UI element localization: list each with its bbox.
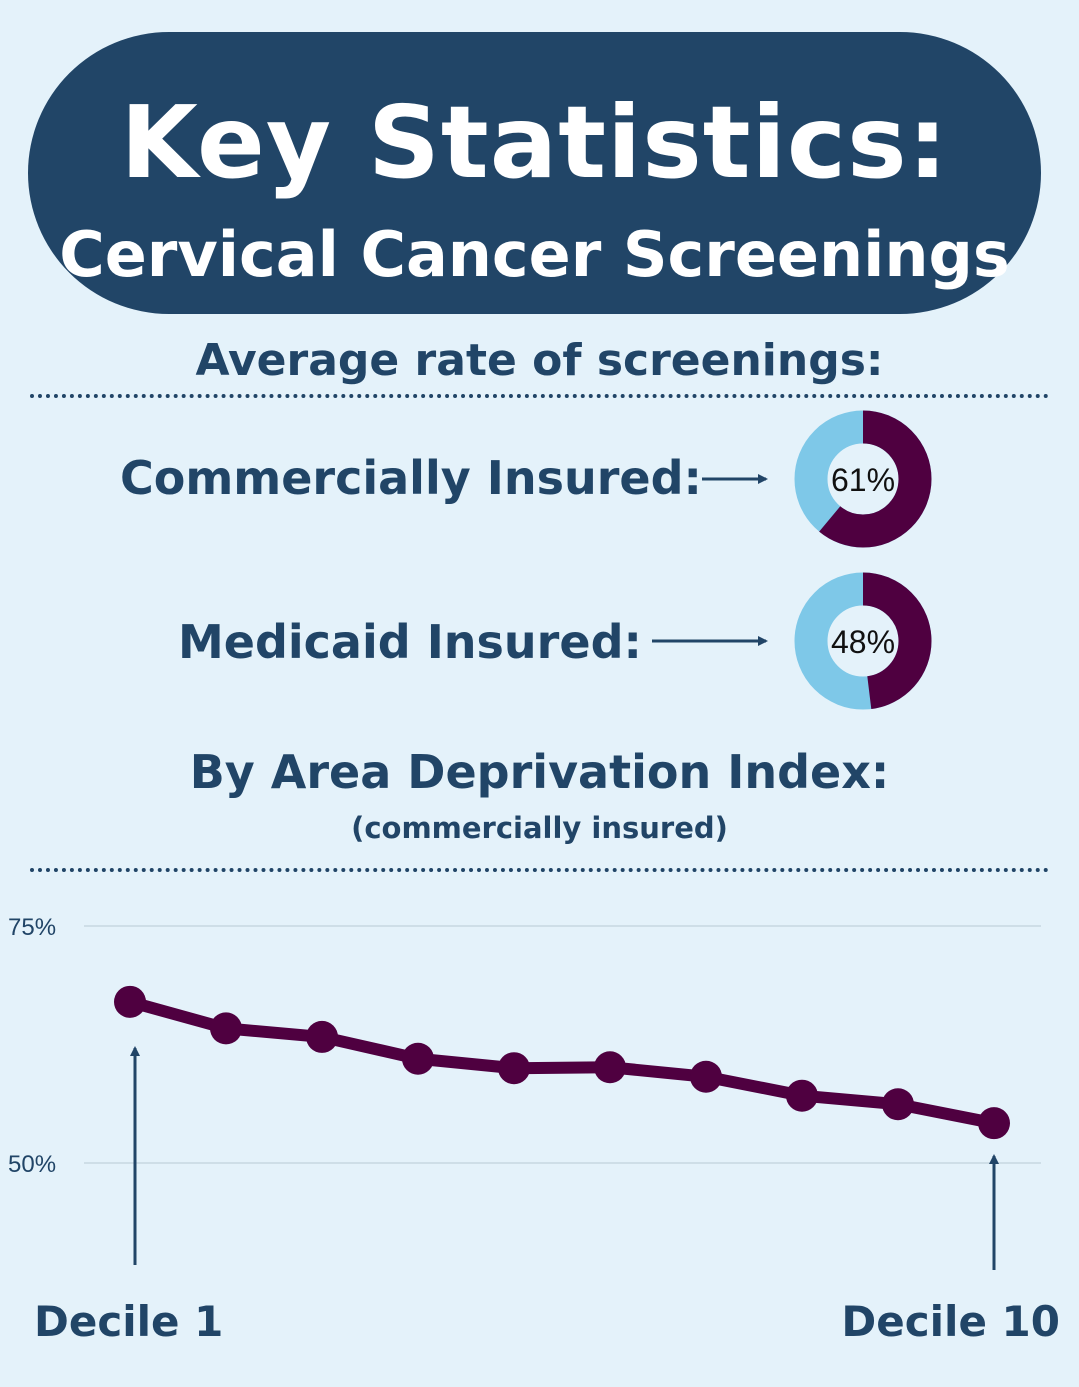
page-title: Key Statistics:: [120, 84, 949, 201]
page-subtitle: Cervical Cancer Screenings: [59, 218, 1010, 291]
data-point: [786, 1079, 818, 1112]
dotted-divider: [30, 394, 1049, 398]
adi-subheading: (commercially insured): [351, 811, 728, 845]
medicaid-percent: 48%: [831, 624, 895, 660]
adi-heading: By Area Deprivation Index:: [189, 745, 890, 799]
data-point: [594, 1051, 626, 1084]
commercial-percent: 61%: [831, 462, 895, 498]
decile-1-label: Decile 1: [34, 1297, 223, 1346]
series-line: [124, 995, 1000, 1130]
data-point: [498, 1052, 530, 1085]
data-point: [210, 1012, 242, 1045]
data-point: [690, 1060, 722, 1093]
data-point: [114, 985, 146, 1018]
y-tick-label: 75%: [8, 914, 56, 941]
data-point: [882, 1088, 914, 1121]
commercial-label: Commercially Insured:: [120, 451, 702, 505]
average-heading: Average rate of screenings:: [195, 335, 884, 386]
data-point: [402, 1042, 434, 1075]
donut-fill: [794, 410, 932, 548]
adi-line-chart: 75% 50% Decile 1 Decile 10: [8, 914, 1060, 1346]
commercial-donut: 61%: [794, 410, 932, 548]
data-point: [306, 1020, 338, 1053]
title-banner: Key Statistics: Cervical Cancer Screenin…: [28, 32, 1041, 314]
medicaid-label: Medicaid Insured:: [178, 615, 642, 669]
medicaid-donut: 48%: [794, 572, 932, 710]
dotted-divider: [30, 868, 1049, 872]
decile-10-label: Decile 10: [841, 1297, 1060, 1346]
donut-fill: [794, 572, 932, 710]
data-point: [978, 1107, 1010, 1140]
y-tick-label: 50%: [8, 1151, 56, 1178]
